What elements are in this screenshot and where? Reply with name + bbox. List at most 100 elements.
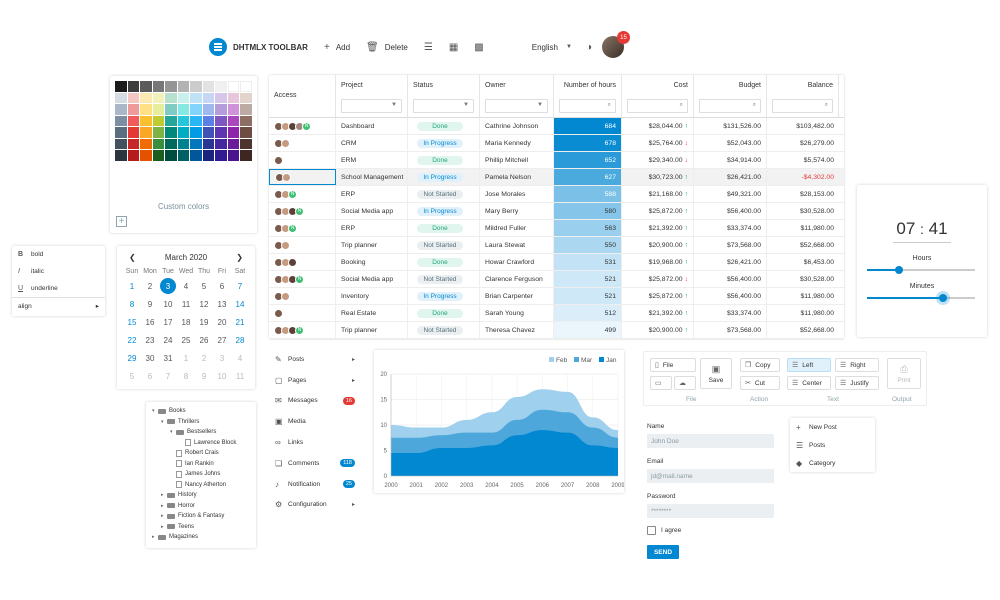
calendar-day[interactable]: 1 [177,349,195,367]
access-cell[interactable] [269,237,336,253]
access-cell[interactable]: N [269,203,336,219]
budget-cell[interactable]: $33,374.00 [694,220,767,236]
password-field[interactable]: ******** [647,504,774,518]
color-swatch[interactable] [240,138,252,149]
context-item-posts[interactable]: ☰ Posts [790,436,875,454]
balance-cell[interactable]: $30,528.00 [799,275,834,283]
color-swatch[interactable] [240,104,252,115]
calendar-day[interactable]: 7 [159,367,177,385]
balance-cell[interactable]: $28,153.00 [799,190,834,198]
color-swatch[interactable] [240,150,252,161]
prev-month-icon[interactable]: ❮ [129,253,136,262]
table-row[interactable]: Real Estate Done Sarah Young 512 $21,392.00 ↑… [269,305,844,322]
color-swatch[interactable] [152,104,165,115]
color-swatch[interactable] [140,127,152,138]
status-cell[interactable]: Done [408,152,480,168]
status-cell[interactable]: Done [408,118,480,134]
calendar-day[interactable]: 31 [159,349,177,367]
context-item-new-post[interactable]: + New Post [790,418,875,436]
table-row[interactable]: N ERP Not Started Jose Morales 588 $21,168.00… [269,186,844,203]
hours-cell[interactable]: 588 [554,186,622,202]
calendar-day[interactable]: 19 [195,313,213,331]
align-center-button[interactable]: ☰ Center [787,376,831,390]
name-field[interactable]: John Doe [647,434,774,448]
menu-item-align[interactable]: align ▸ [12,297,105,314]
calendar-day[interactable]: 4 [177,277,195,295]
hours-cell[interactable]: 652 [554,152,622,168]
color-swatch[interactable] [177,115,190,126]
balance-cell[interactable]: $30,528.00 [799,207,834,215]
cost-cell[interactable]: $25,872.00 ↑ [622,203,694,219]
avatar[interactable]: 15 [602,31,630,58]
project-cell[interactable]: Booking [336,254,408,270]
hours-cell[interactable]: 499 [554,322,622,338]
hours-slider-thumb[interactable] [895,266,904,274]
access-cell[interactable] [269,305,336,321]
caret-right-icon[interactable]: ▸ [152,534,155,541]
calendar-day[interactable]: 20 [213,313,231,331]
filter-input[interactable]: ⌕ [559,99,616,113]
calendar-day[interactable]: 8 [177,367,195,385]
owner-cell[interactable]: Maria Kennedy [480,135,554,151]
color-swatch[interactable] [227,81,240,92]
align-right-button[interactable]: ☰ Right [835,358,879,372]
color-swatch[interactable] [190,150,202,161]
project-cell[interactable]: Trip planner [336,237,408,253]
color-swatch[interactable] [177,138,190,149]
cost-cell[interactable]: $29,340.00 ↓ [622,152,694,168]
calendar-day[interactable]: 6 [141,367,159,385]
tree-item[interactable]: ▸ History [146,490,256,501]
access-cell[interactable] [269,288,336,304]
sidebar-item-notification[interactable]: ♪ Notification 25 [268,474,361,495]
status-cell[interactable]: In Progress [408,288,480,304]
cut-button[interactable]: ✂ Cut [740,376,780,390]
balance-cell[interactable]: -$4,302.00 [801,173,834,181]
owner-cell[interactable]: Clarence Ferguson [480,271,554,287]
caret-right-icon[interactable]: ▸ [161,513,164,520]
calendar-day[interactable]: 7 [231,277,249,295]
project-cell[interactable]: CRM [336,135,408,151]
project-cell[interactable]: Social Media app [336,203,408,219]
calendar-day[interactable]: 9 [141,295,159,313]
tree-item[interactable]: Ian Rankin [146,459,256,470]
project-cell[interactable]: Inventory [336,288,408,304]
access-cell[interactable]: N [269,186,336,202]
project-cell[interactable]: ERP [336,186,408,202]
hours-cell[interactable]: 521 [554,271,622,287]
table-row[interactable]: CRM In Progress Maria Kennedy 678 $25,764.00… [269,135,844,152]
budget-cell[interactable]: $73,568.00 [694,322,767,338]
owner-cell[interactable]: Laura Stewat [480,237,554,253]
color-swatch[interactable] [215,150,227,161]
align-left-button[interactable]: ☰ Left [787,358,831,372]
balance-cell[interactable]: $5,574.00 [803,156,834,164]
budget-cell[interactable]: $26,421.00 [694,254,767,270]
calendar-month[interactable]: March 2020 [164,253,208,262]
budget-cell[interactable]: $56,400.00 [694,271,767,287]
hours-cell[interactable]: 627 [554,169,622,185]
calendar-day[interactable]: 13 [213,295,231,313]
owner-cell[interactable]: Mary Berry [480,203,554,219]
owner-cell[interactable]: Pamela Nelson [480,169,554,185]
status-cell[interactable]: Not Started [408,322,480,338]
calendar-day[interactable]: 25 [177,331,195,349]
tree-item[interactable]: ▸ Horror [146,501,256,512]
color-swatch[interactable] [190,138,202,149]
color-swatch[interactable] [127,81,140,92]
budget-cell[interactable]: $131,526.00 [694,118,767,134]
add-button[interactable]: + Add [324,42,350,53]
caret-right-icon[interactable]: ▸ [161,523,164,530]
color-swatch[interactable] [152,115,165,126]
table-row[interactable]: N Trip planner Not Started Theresa Chavez 49… [269,322,844,339]
calendar-day[interactable]: 26 [195,331,213,349]
access-cell[interactable] [269,254,336,270]
calendar-day[interactable]: 30 [141,349,159,367]
owner-cell[interactable]: Mildred Fuller [480,220,554,236]
access-cell[interactable] [269,135,336,151]
tree-item[interactable]: Robert Crais [146,448,256,459]
tree-item[interactable]: ▾ Bestsellers [146,427,256,438]
minutes-slider-thumb[interactable] [938,294,947,302]
owner-cell[interactable]: Phillip Mitchell [480,152,554,168]
budget-cell[interactable]: $52,043.00 [694,135,767,151]
color-swatch[interactable] [127,138,140,149]
